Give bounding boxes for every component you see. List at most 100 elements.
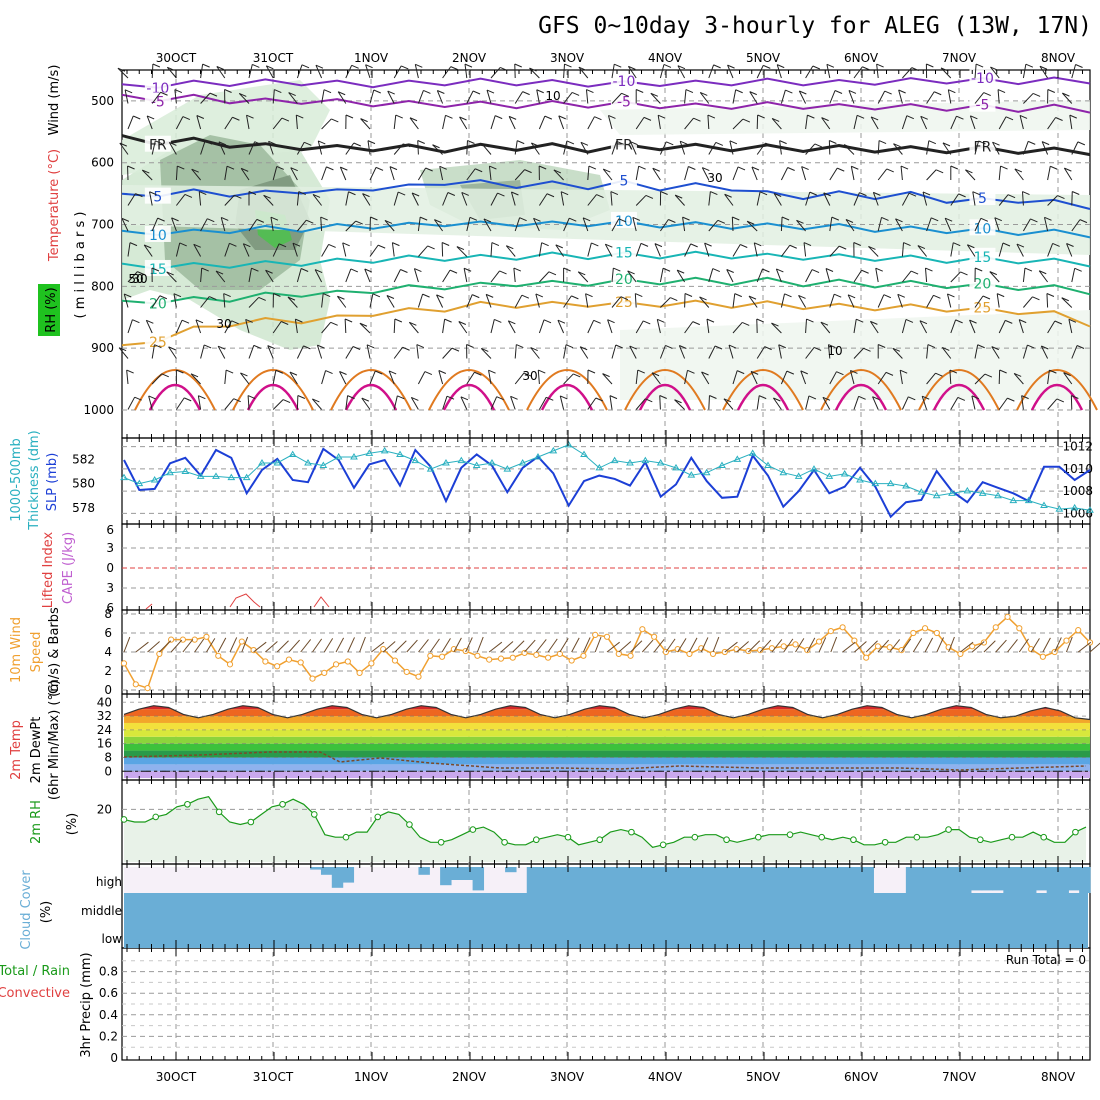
wind-barb [706,319,710,334]
rh-marker [723,836,730,844]
wind-barb-flag [629,345,637,350]
wind-barb-flag [233,398,241,403]
wind-barb [224,398,235,410]
wind-barb-flag [1064,167,1072,172]
wind-barb [126,370,129,385]
wind-barb-flag [881,216,889,221]
wind-barb-flag [168,346,176,351]
wind-barb-flag [447,192,456,196]
contour-35-9 [1030,383,1084,411]
wind-barb [459,116,468,130]
wind-barb [393,65,402,79]
wind-barb [538,242,543,257]
wind-barb-flag [246,114,254,119]
wind-barb-flag [157,217,165,222]
wind-barb [563,217,570,232]
wind-barb [659,345,666,359]
wind-barb-flag [1025,63,1034,68]
wind-barb-flag [195,319,204,324]
wind-barb [901,192,910,206]
wind-barb-flag [439,165,447,170]
wind-barb-flag [657,318,665,323]
wind-barb [708,345,716,359]
wind-barb [321,166,327,181]
thickness-marker [948,489,956,496]
wind-barb-flag [749,91,757,96]
temp-tick-32: 32 [97,709,112,723]
wind-barb [480,348,492,359]
wind-barb [780,216,783,232]
wind-barb [296,142,305,155]
wind-speed-marker [651,633,658,640]
wind-barb [558,115,565,130]
wind-barb [847,294,855,308]
wind-barb-flag [917,245,926,250]
wind-barb-flag [1069,114,1077,119]
isotherm-7 [121,299,1091,347]
time-axes: 30OCT30OCT31OCT31OCT1NOV1NOV2NOV2NOV3NOV… [126,51,1083,1084]
thickness-marker [994,491,1002,499]
wind-barb [393,191,399,206]
wind-barb [200,92,211,104]
wind-barb-flag [911,67,919,72]
wind-barb [756,65,764,79]
surface-wind-barb [418,639,429,653]
wind-barb-flag [146,319,154,324]
wind-barb [388,370,395,385]
wind-barb [875,268,879,283]
wind-barb [118,347,129,359]
wind-barb [386,295,395,308]
wind-barb [173,293,177,308]
wind-barb [917,245,927,257]
wind-barb-flag [659,395,667,399]
thickness-marker [258,459,266,466]
wind-barb [1023,296,1033,308]
wind-barb [393,115,397,130]
wind-barb [708,142,717,155]
surface-wind-barb [547,638,558,653]
wind-barb [829,167,838,181]
wind-speed-marker [556,650,563,658]
wind-barb [466,217,471,232]
wind-barb-flag [1057,195,1065,200]
wind-barb [708,268,714,283]
isotherm-label-bg-5-1 [610,243,637,260]
rh-marker [437,838,445,846]
isotherm-label-bg-0-2 [969,69,996,86]
cloud-high-bar [678,867,690,893]
wind-barb-flag [975,63,984,68]
wind-barb [321,118,332,130]
wind-barb [442,115,446,130]
wind-barb-flag [806,318,814,323]
wind-barb [530,347,540,359]
wind-barb-flag [785,89,793,94]
rh-shading-8 [600,100,1090,135]
wind-barb-flag [989,271,997,276]
surface-wind-barb [217,637,227,653]
wind-barb [627,270,637,283]
wind-barb [732,370,738,385]
wind-barb [869,321,879,334]
wind-barb-flag [209,92,218,97]
wind-barb [1047,166,1051,181]
isotherm-label-bg-0-1 [610,72,637,89]
wind-barb-flag [1032,296,1040,301]
wind-barb [1022,344,1028,359]
wind-barb [753,242,758,257]
wind-speed-marker [827,628,834,635]
wind-barb [361,397,371,410]
wind-barb-flag [980,217,989,222]
cloud-high-bar [613,867,625,893]
wind-barb-flag [831,216,840,221]
wind-barb-flag [789,244,797,249]
wind-barb [579,346,589,359]
thickness-marker [672,463,680,471]
wind-speed-marker [780,643,787,650]
wind-barb-flag [193,243,201,248]
thickness-marker [1009,496,1018,504]
precip-tick-0: 0 [110,1051,118,1065]
thickness-marker [1024,496,1033,504]
wind-barb [997,89,1000,104]
bottom-day-label: 5NOV [746,1070,781,1084]
wind-barb-flag [729,140,738,145]
